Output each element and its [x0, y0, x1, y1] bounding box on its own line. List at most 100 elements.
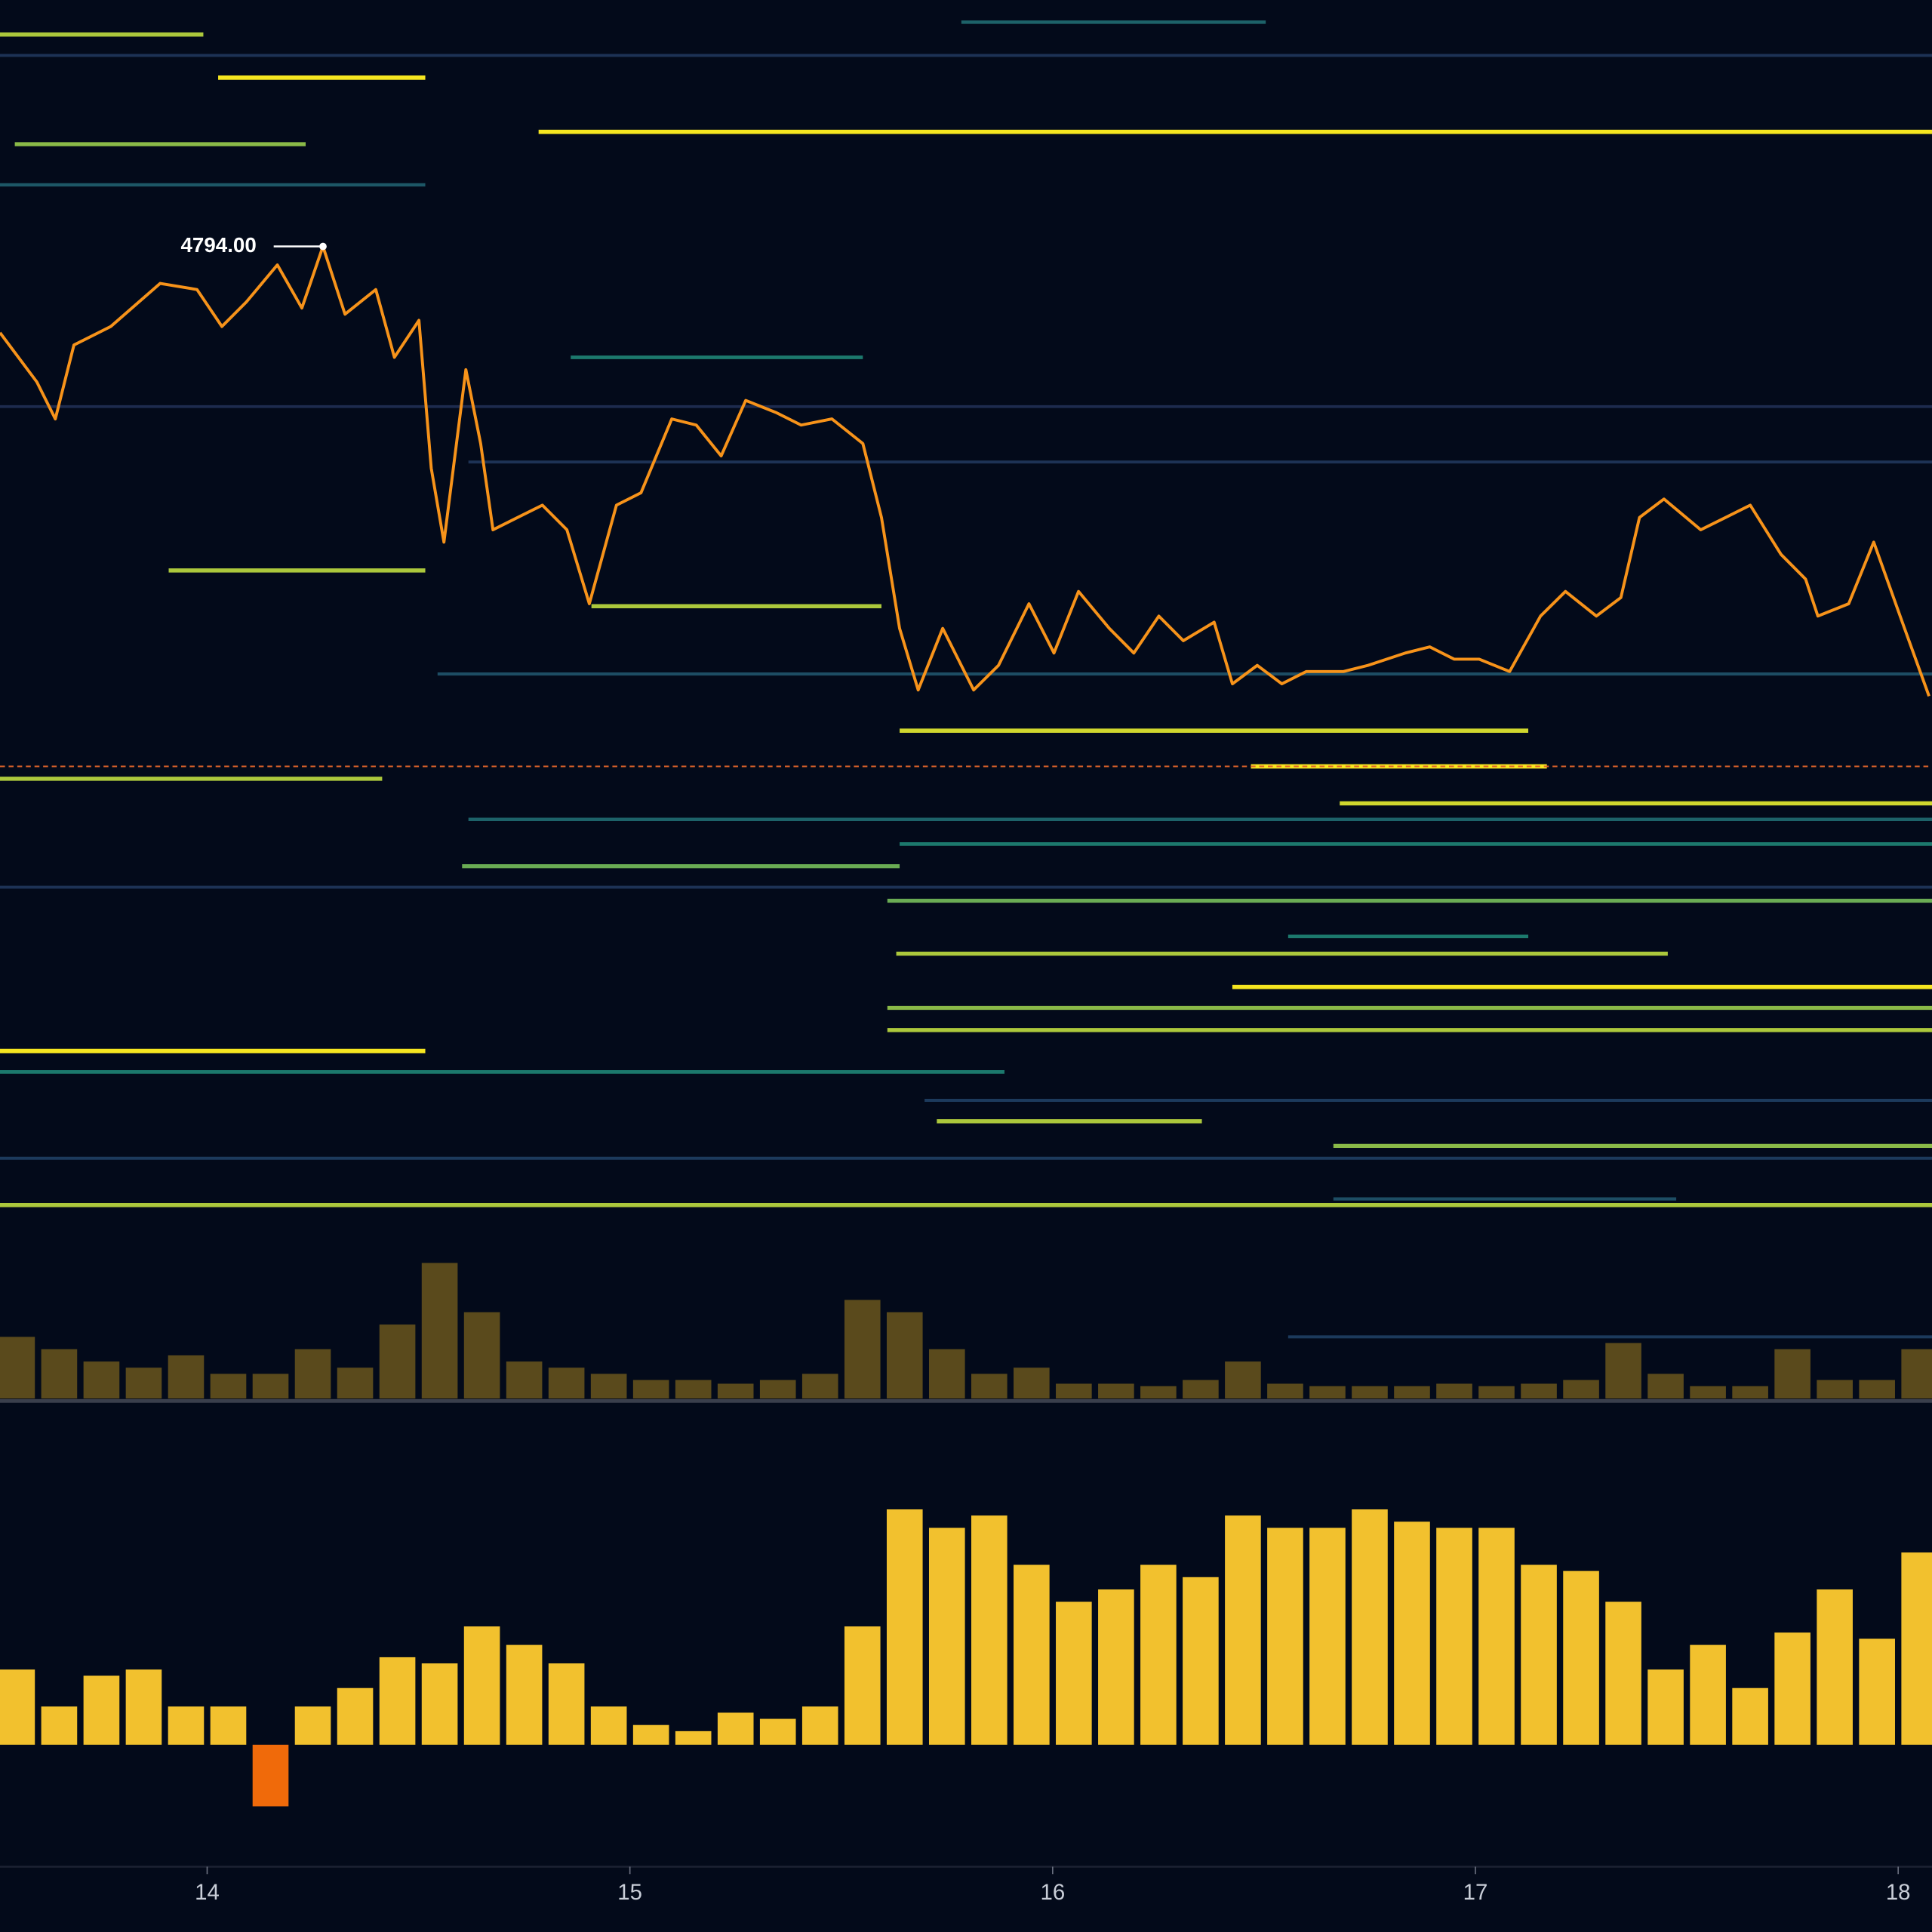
- x-tick-label: 16: [1040, 1880, 1065, 1905]
- bar: [1098, 1383, 1134, 1399]
- bar: [1521, 1564, 1557, 1745]
- bar: [1436, 1383, 1472, 1399]
- bar: [1267, 1383, 1303, 1399]
- bar: [1309, 1527, 1346, 1745]
- bar: [83, 1675, 120, 1745]
- bar: [1183, 1577, 1219, 1745]
- bar: [1563, 1380, 1599, 1399]
- bar: [928, 1349, 965, 1399]
- bar: [463, 1626, 500, 1745]
- bar: [886, 1312, 923, 1399]
- bar: [1267, 1527, 1303, 1745]
- bar: [717, 1383, 754, 1399]
- bar: [1732, 1687, 1768, 1745]
- bar: [1605, 1601, 1641, 1745]
- bar: [1901, 1349, 1932, 1399]
- bar: [421, 1663, 458, 1745]
- bar: [1563, 1571, 1599, 1745]
- bar: [252, 1744, 289, 1807]
- bar: [1774, 1349, 1810, 1399]
- bar: [41, 1349, 78, 1399]
- bar: [1056, 1601, 1092, 1745]
- bar: [1817, 1589, 1853, 1745]
- bar: [548, 1367, 585, 1399]
- bar: [1394, 1521, 1430, 1745]
- x-tick-label: 15: [617, 1880, 642, 1905]
- bar: [379, 1324, 416, 1399]
- bar: [844, 1626, 881, 1745]
- bar: [1014, 1564, 1050, 1745]
- bar: [675, 1380, 712, 1399]
- bar: [337, 1687, 374, 1745]
- high-label: 4794.00: [180, 233, 256, 257]
- x-tick-label: 17: [1463, 1880, 1488, 1905]
- bar: [801, 1706, 838, 1745]
- bar: [1436, 1527, 1472, 1745]
- bar: [1605, 1343, 1641, 1399]
- price-line: [0, 245, 1930, 697]
- bar: [294, 1706, 331, 1745]
- bar: [1647, 1374, 1684, 1399]
- bar: [1140, 1564, 1177, 1745]
- bar: [971, 1374, 1008, 1399]
- bar: [210, 1706, 247, 1745]
- bar: [252, 1374, 289, 1399]
- bar: [632, 1724, 669, 1745]
- bar: [506, 1361, 543, 1399]
- bar: [717, 1712, 754, 1745]
- bar: [125, 1669, 162, 1745]
- bar: [928, 1527, 965, 1745]
- bar: [1352, 1509, 1388, 1745]
- bar: [632, 1380, 669, 1399]
- bar: [1647, 1669, 1684, 1745]
- bar: [1352, 1386, 1388, 1399]
- bar: [590, 1374, 627, 1399]
- bar: [1183, 1380, 1219, 1399]
- bar: [337, 1367, 374, 1399]
- bar: [1817, 1380, 1853, 1399]
- bar: [759, 1718, 796, 1745]
- bar: [463, 1312, 500, 1399]
- bar: [168, 1355, 205, 1399]
- bar: [1690, 1644, 1726, 1745]
- bar: [168, 1706, 205, 1745]
- bar: [421, 1263, 458, 1399]
- bar: [1774, 1632, 1810, 1745]
- bar: [506, 1644, 543, 1745]
- bar: [1014, 1367, 1050, 1399]
- bar: [294, 1349, 331, 1399]
- bar: [590, 1706, 627, 1745]
- bar: [1309, 1386, 1346, 1399]
- bar: [1690, 1386, 1726, 1399]
- bar: [1098, 1589, 1134, 1745]
- bar: [886, 1509, 923, 1745]
- bar: [971, 1515, 1008, 1745]
- bar: [1478, 1386, 1515, 1399]
- bar: [548, 1663, 585, 1745]
- bar: [210, 1374, 247, 1399]
- x-tick-label: 18: [1886, 1880, 1911, 1905]
- bar: [1732, 1386, 1768, 1399]
- bar: [1140, 1386, 1177, 1399]
- bar: [1056, 1383, 1092, 1399]
- bar: [83, 1361, 120, 1399]
- bar: [1901, 1552, 1932, 1745]
- bar: [1859, 1380, 1895, 1399]
- bar: [1225, 1361, 1261, 1399]
- bar: [125, 1367, 162, 1399]
- high-marker: [319, 242, 327, 251]
- bar: [0, 1337, 35, 1399]
- x-tick-label: 14: [195, 1880, 220, 1905]
- bar: [844, 1300, 881, 1399]
- bar: [1478, 1527, 1515, 1745]
- bar: [1521, 1383, 1557, 1399]
- bar: [1859, 1638, 1895, 1745]
- bar: [1225, 1515, 1261, 1745]
- bar: [759, 1380, 796, 1399]
- bar: [0, 1669, 35, 1745]
- bar: [675, 1730, 712, 1745]
- bar: [801, 1374, 838, 1399]
